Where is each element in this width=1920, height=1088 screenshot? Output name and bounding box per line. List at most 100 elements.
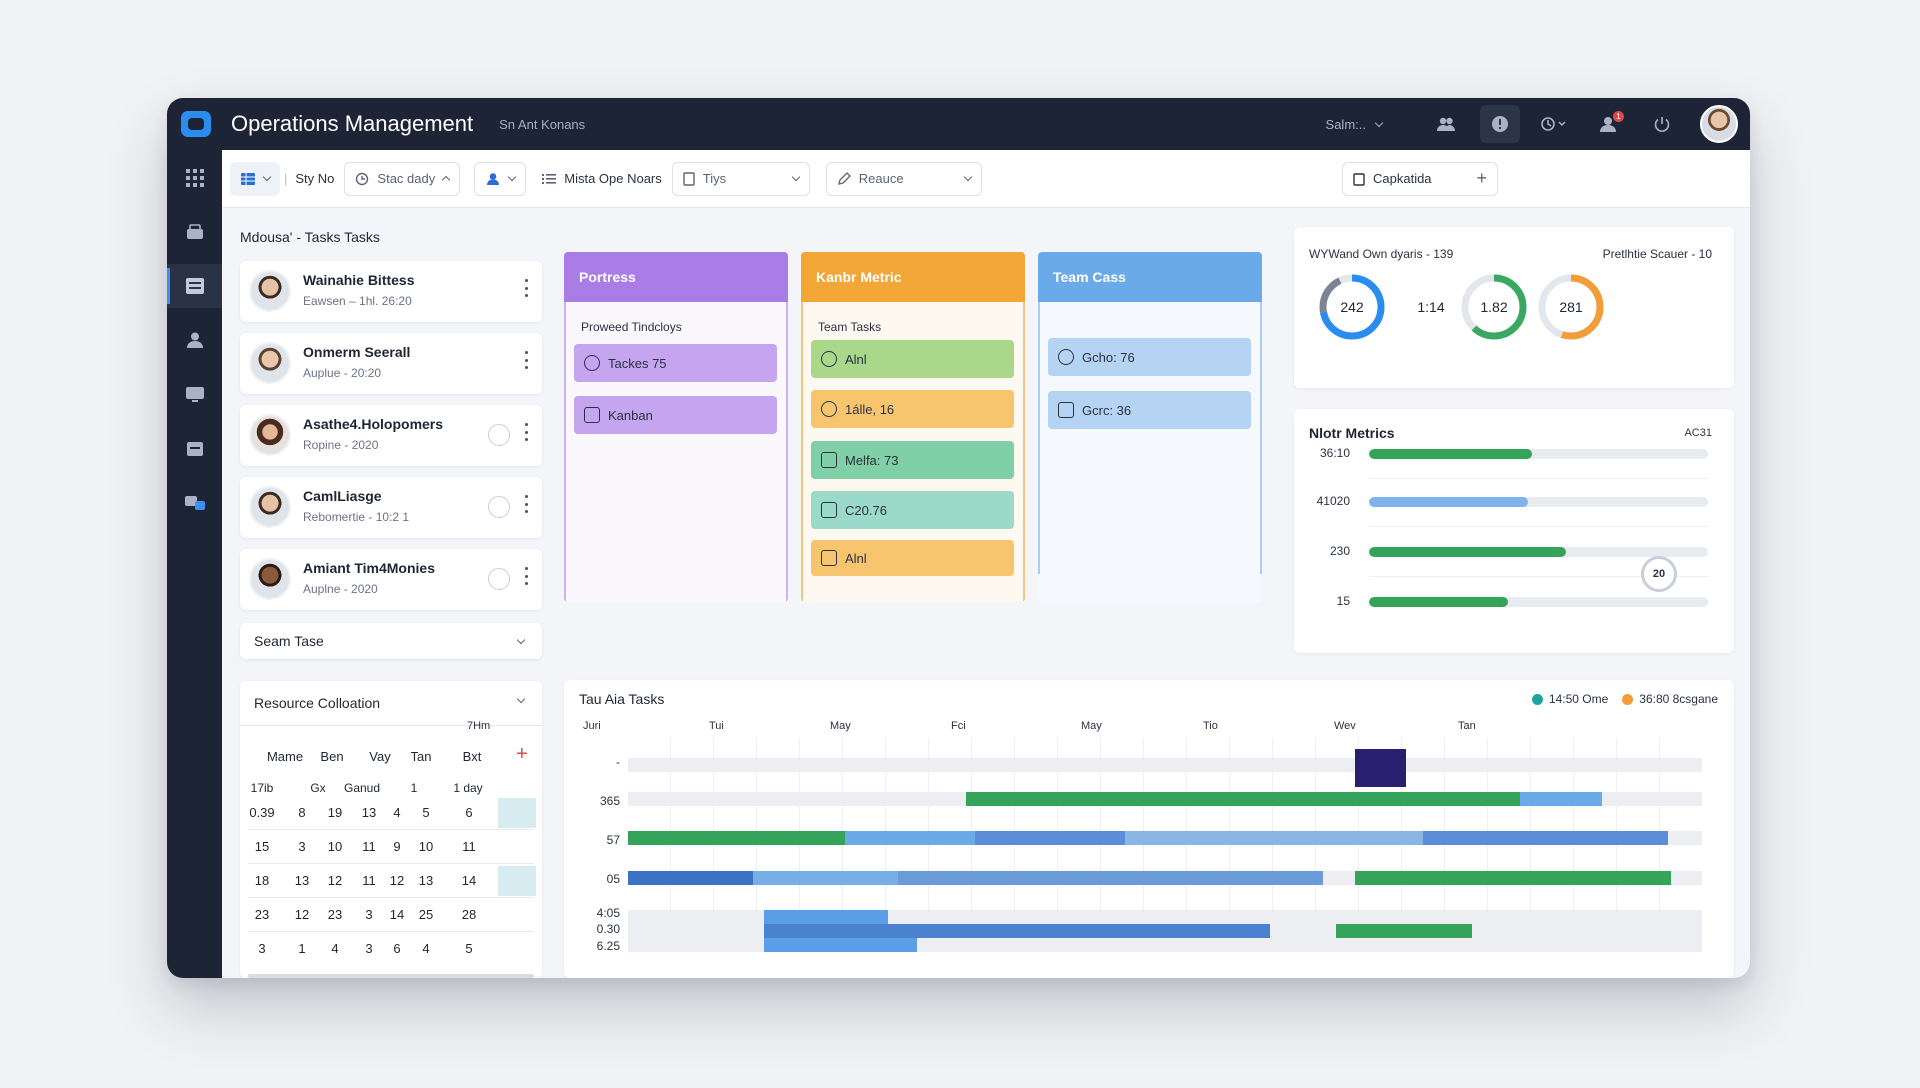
team-icon[interactable] bbox=[1426, 105, 1466, 143]
more-options-icon[interactable] bbox=[524, 279, 528, 297]
date-filter-label: Stac dady bbox=[377, 171, 436, 186]
table-cell: 11 bbox=[462, 839, 476, 854]
legend-label: 14:50 Ome bbox=[1548, 692, 1609, 706]
view-name-label: Sty No bbox=[295, 171, 335, 186]
divider bbox=[1369, 478, 1708, 479]
gauge-arc bbox=[1319, 274, 1385, 340]
gauge-value: 1.82 bbox=[1480, 299, 1507, 315]
kanban-card-label: Tackes 75 bbox=[608, 355, 667, 371]
alert-icon[interactable] bbox=[1480, 105, 1520, 143]
app-subtitle: Sn Ant Konans bbox=[499, 116, 586, 132]
monitor-icon[interactable] bbox=[167, 372, 222, 416]
kanban-card[interactable]: Alnl bbox=[811, 340, 1014, 378]
kanban-column: Portress Proweed Tindcloys Tackes 75 Kan… bbox=[564, 252, 788, 602]
dashboard-icon[interactable] bbox=[167, 264, 222, 308]
kanban-card[interactable]: 1álle, 16 bbox=[811, 390, 1014, 428]
kanban-column-body: Gcho: 76 Gcrc: 36 bbox=[1038, 302, 1262, 574]
person-name: CamlLiasge bbox=[303, 488, 382, 504]
kanban-card[interactable]: Kanban bbox=[574, 396, 777, 434]
table-cell: 14 bbox=[389, 907, 405, 922]
legend-item: 36:80 8csgane bbox=[1622, 692, 1718, 706]
app-logo[interactable] bbox=[181, 111, 211, 137]
assignee-filter[interactable] bbox=[474, 161, 527, 196]
more-options-icon[interactable] bbox=[524, 351, 528, 369]
kanban-card[interactable]: Melfa: 73 bbox=[811, 441, 1014, 479]
gauges-svg: 242 1:14 1.82 281 bbox=[1319, 274, 1604, 340]
avatar bbox=[249, 486, 291, 528]
gauge-arc bbox=[1461, 274, 1527, 340]
tasks-panel-title: Mdousa' - Tasks Tasks bbox=[240, 229, 380, 245]
toolbar: | Sty No Stac dady Mista Ope Noars Tiys bbox=[222, 150, 1750, 208]
person-name: Amiant Tim4Monies bbox=[303, 560, 435, 576]
integrations-icon[interactable] bbox=[167, 480, 222, 524]
scrollbar[interactable] bbox=[248, 974, 534, 978]
table-cell: 12 bbox=[294, 907, 310, 922]
metric-rows: 36:10 41020 230 15 bbox=[1294, 409, 1734, 653]
power-icon[interactable] bbox=[1642, 105, 1682, 143]
divider bbox=[248, 829, 534, 830]
more-options-icon[interactable] bbox=[524, 567, 528, 585]
kanban-card[interactable]: Gcrc: 36 bbox=[1048, 391, 1251, 429]
type-select[interactable]: Tiys bbox=[671, 161, 810, 196]
person-card[interactable]: Wainahie Bittess Eawsen – 1hl. 26:20 bbox=[240, 261, 542, 322]
chevron-down-icon bbox=[791, 172, 801, 182]
person-card[interactable]: Onmerm Seerall Auplue - 20:20 bbox=[240, 333, 542, 394]
table-cell: 3 bbox=[298, 839, 306, 854]
resource-select[interactable]: Reauce bbox=[825, 161, 982, 196]
kanban-card[interactable]: Alnl bbox=[811, 540, 1014, 576]
table-cell: 8 bbox=[298, 805, 306, 820]
more-options-icon[interactable] bbox=[524, 423, 528, 441]
kanban-card[interactable]: C20.76 bbox=[811, 491, 1014, 529]
workspace-selector[interactable]: Salm:.. bbox=[1326, 117, 1384, 132]
view-switcher[interactable] bbox=[230, 161, 280, 196]
add-row-icon[interactable]: + bbox=[516, 743, 528, 765]
team-dropdown-label: Seam Tase bbox=[254, 633, 324, 649]
user-notifications-icon[interactable]: 1 bbox=[1588, 105, 1628, 143]
table-cell: 11 bbox=[362, 839, 376, 854]
table-cell: 17ib bbox=[250, 781, 274, 795]
user-avatar[interactable] bbox=[1700, 105, 1738, 143]
activity-icon[interactable] bbox=[488, 568, 510, 590]
avatar bbox=[249, 342, 291, 384]
chevron-down-icon bbox=[516, 636, 526, 645]
avatar bbox=[249, 414, 291, 456]
divider bbox=[1369, 576, 1708, 577]
metrics-card: Nlotr Metrics AC31 36:10 41020 230 15 20 bbox=[1294, 409, 1734, 653]
metric-label: 36:10 bbox=[1319, 446, 1350, 460]
inbox-icon[interactable] bbox=[167, 210, 222, 254]
person-name: Onmerm Seerall bbox=[303, 344, 411, 360]
metrics-code: AC31 bbox=[1684, 427, 1712, 439]
team-dropdown[interactable]: Seam Tase bbox=[240, 623, 542, 659]
folder-icon bbox=[821, 452, 837, 468]
view-name[interactable]: | Sty No bbox=[280, 162, 344, 196]
person-card[interactable]: CamlLiasge Rebomertie - 10:2 1 bbox=[240, 477, 542, 538]
history-icon[interactable] bbox=[1534, 105, 1574, 143]
kanban-card-label: Gcrc: 36 bbox=[1082, 402, 1132, 418]
gantt-card: Tau Aia Tasks 14:50 Ome 36:80 8csgane bbox=[564, 680, 1734, 978]
person-card[interactable]: Asathe4.Holopomers Ropine - 2020 bbox=[240, 405, 542, 466]
chevron-down-icon bbox=[1374, 118, 1384, 127]
kanban-card[interactable]: Tackes 75 bbox=[574, 344, 777, 382]
top-bar-actions: Salm:.. 1 bbox=[1326, 98, 1738, 150]
user-icon[interactable] bbox=[167, 318, 222, 362]
person-card[interactable]: Amiant Tim4Monies Auplne - 2020 bbox=[240, 549, 542, 610]
metric-track bbox=[1369, 547, 1708, 557]
gauges-left-title: WYWand Own dyaris - 139 bbox=[1309, 247, 1454, 261]
apps-grid-icon[interactable] bbox=[167, 156, 222, 200]
archive-icon[interactable] bbox=[167, 426, 222, 470]
table-cell: 4 bbox=[331, 941, 339, 956]
kanban-card[interactable]: Gcho: 76 bbox=[1048, 338, 1251, 376]
tag-icon bbox=[821, 502, 837, 518]
activity-icon[interactable] bbox=[488, 424, 510, 446]
more-options-icon[interactable] bbox=[524, 495, 528, 513]
activity-icon[interactable] bbox=[488, 496, 510, 518]
table-cell: Ganud bbox=[343, 781, 381, 795]
metric-label: 230 bbox=[1329, 544, 1350, 558]
capkatida-button[interactable]: Capkatida + bbox=[1342, 161, 1498, 196]
divider bbox=[240, 725, 542, 726]
bag-icon bbox=[821, 550, 837, 566]
table-cell: 15 bbox=[254, 839, 270, 854]
date-filter[interactable]: Stac dady bbox=[344, 161, 461, 196]
list-view[interactable]: Mista Ope Noars bbox=[532, 162, 672, 196]
table-cell: 10 bbox=[327, 839, 343, 854]
